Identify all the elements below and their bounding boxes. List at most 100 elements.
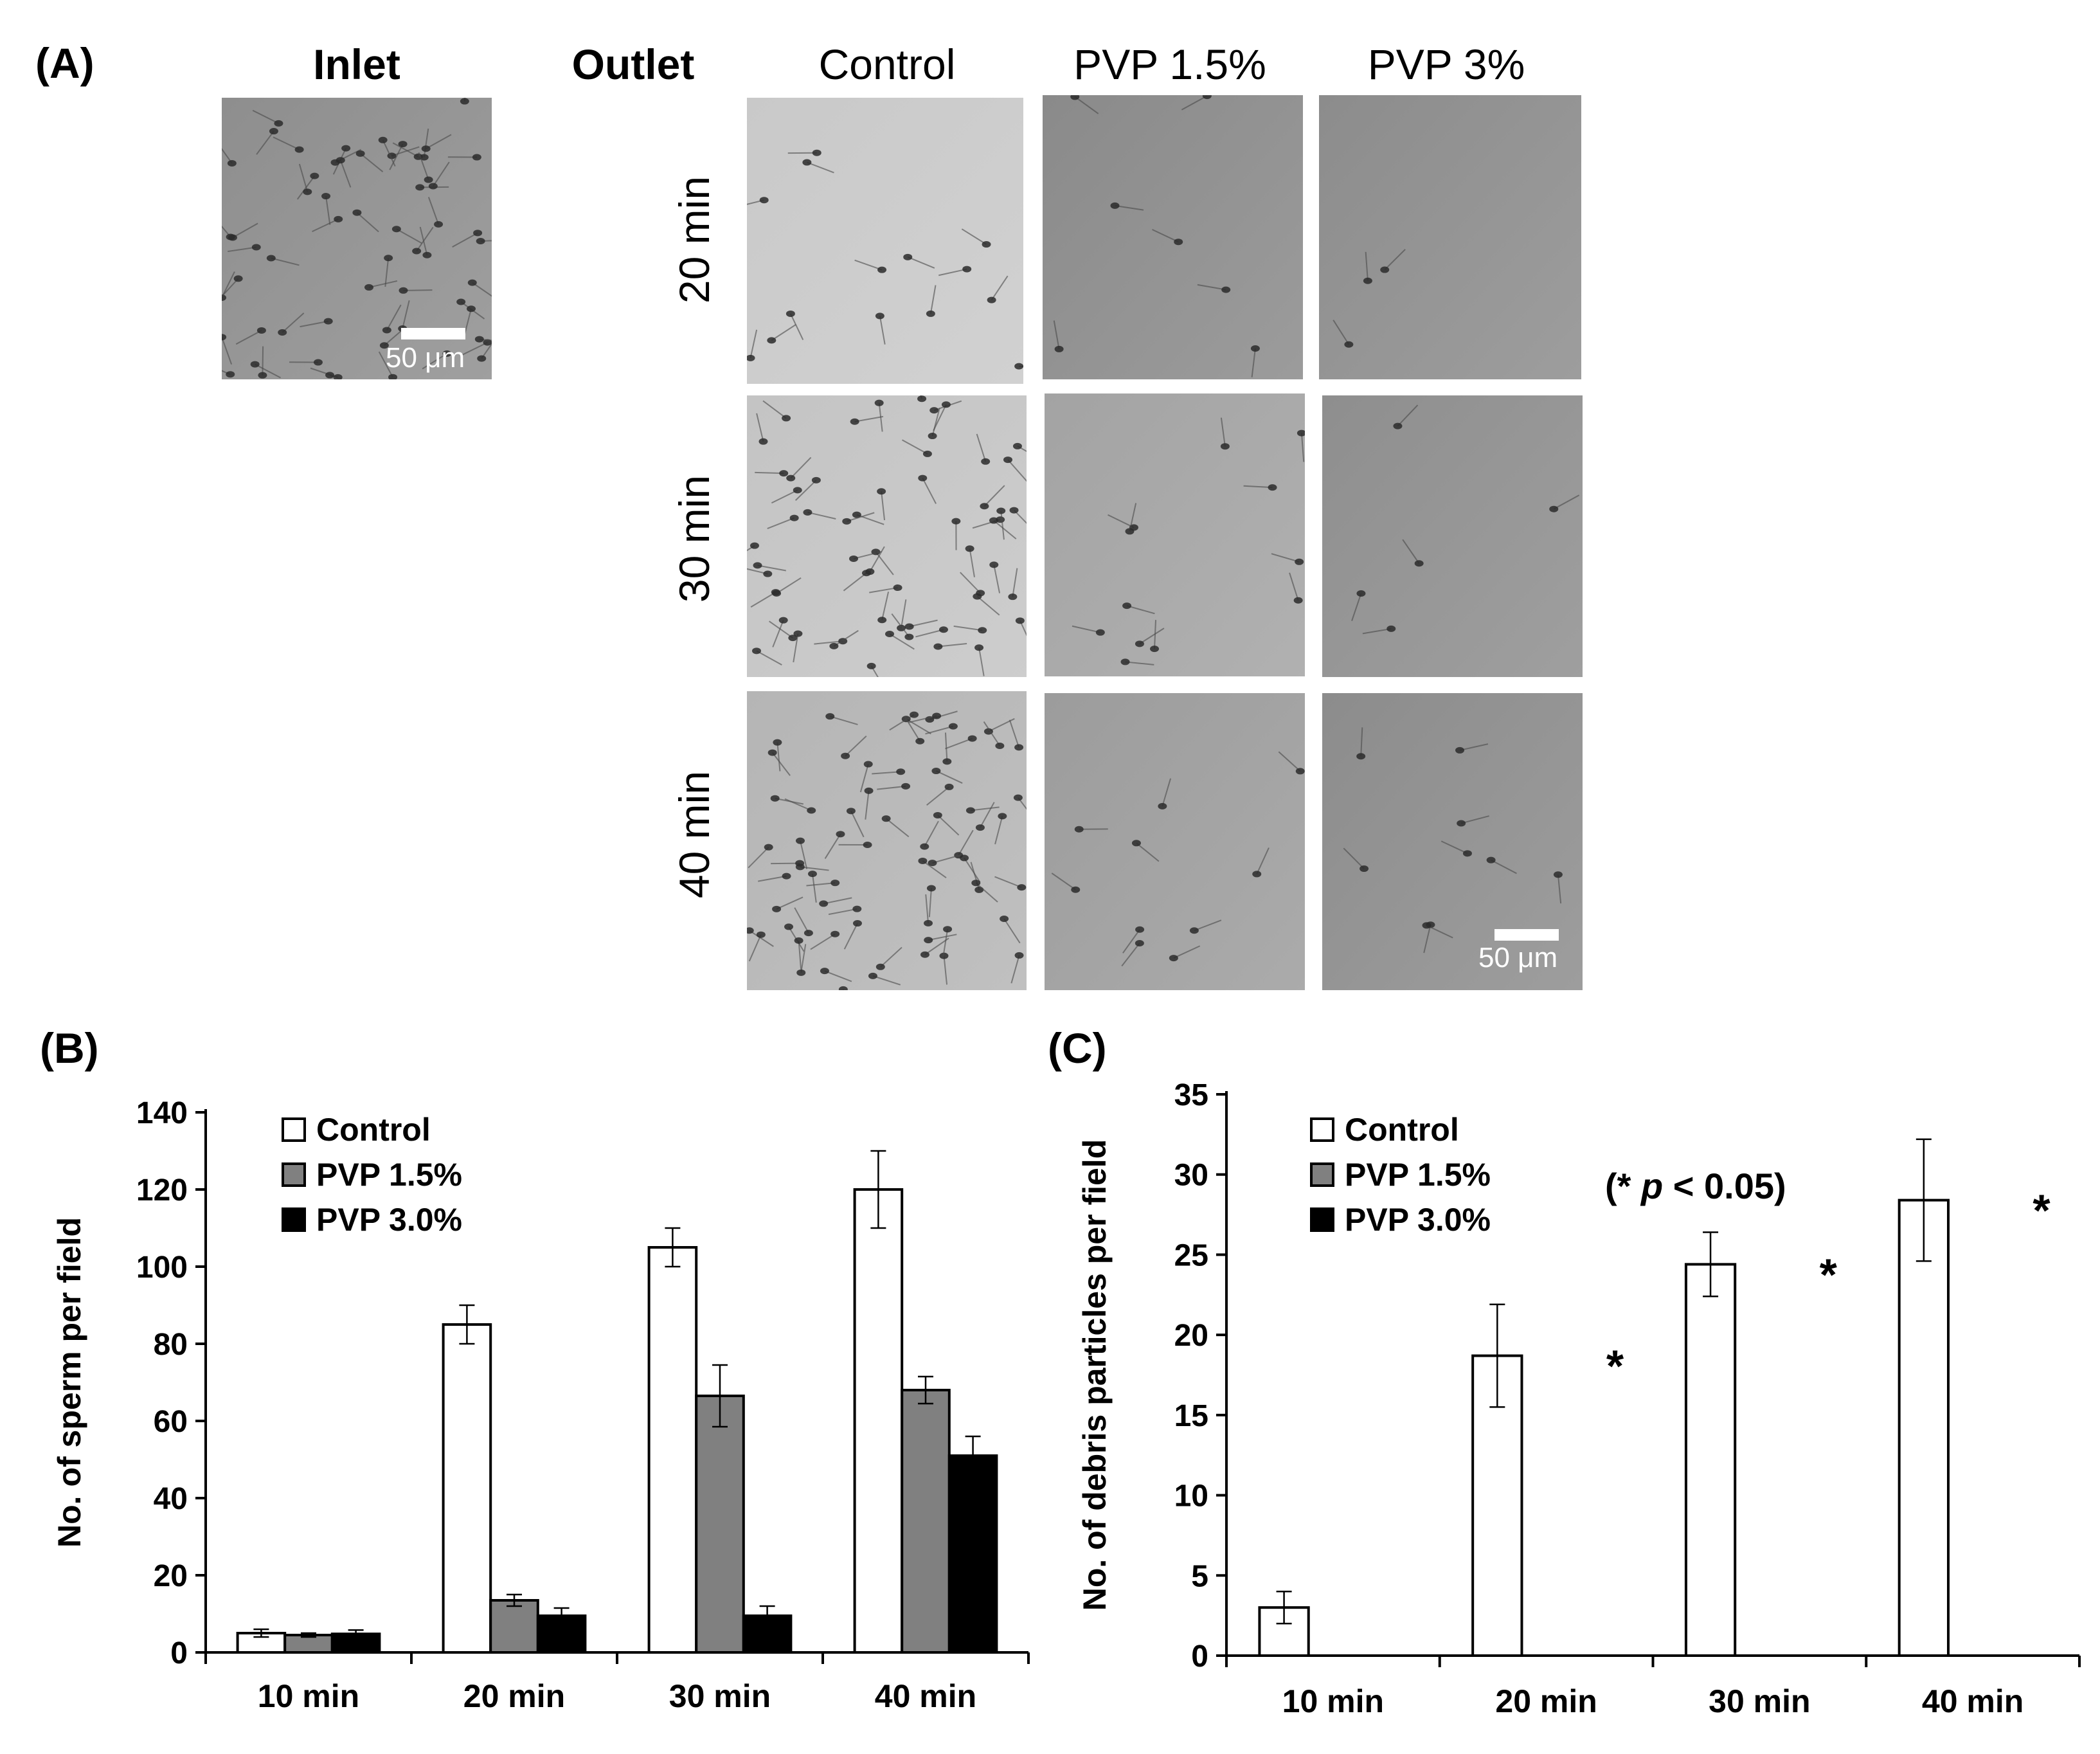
sperm-cell (355, 150, 384, 172)
sperm-cell (976, 433, 991, 465)
panel-b-label: (B) (40, 1024, 99, 1072)
sperm-cell (767, 514, 799, 529)
y-tick-label: 35 (1174, 1078, 1208, 1112)
sperm-cell (1356, 727, 1366, 760)
sperm-cell (222, 275, 243, 298)
sperm-cell (336, 157, 352, 188)
micrograph-background (1322, 395, 1583, 677)
sperm-cell (829, 629, 859, 649)
sperm-cell (747, 568, 773, 577)
sperm-cell (793, 630, 803, 663)
error-bar (665, 1227, 681, 1268)
sperm-cell (768, 620, 798, 642)
sperm-cell (942, 926, 953, 958)
inlet-label: Inlet (313, 41, 400, 88)
sperm-cell (1003, 457, 1027, 482)
sperm-cell (1135, 628, 1165, 647)
sperm-cell (877, 782, 911, 790)
sperm-cell (256, 128, 278, 155)
sperm-cell (868, 972, 901, 986)
sperm-cell (917, 395, 927, 402)
sperm-cell (848, 550, 882, 562)
x-tick-label: 40 min (1922, 1683, 2024, 1719)
sperm-cell (1010, 952, 1024, 984)
sperm-cell (987, 275, 1009, 303)
sperm-cell (1189, 919, 1222, 934)
sperm-cell (852, 511, 884, 525)
legend-item: PVP 1.5% (1310, 1157, 1491, 1193)
sperm-cell (391, 226, 422, 244)
sperm-cell (926, 885, 936, 918)
sperm-cell (771, 487, 802, 504)
legend-swatch (1310, 1117, 1334, 1142)
sperm-cell (1440, 840, 1472, 857)
sperm-cell (824, 831, 845, 859)
sperm-cell (795, 863, 829, 871)
sperm-cell (875, 946, 902, 970)
error-bar (965, 1435, 981, 1476)
legend-item: Control (282, 1112, 431, 1148)
sperm-cell (767, 749, 791, 776)
column-label-pvp-3: PVP 3% (1367, 41, 1525, 88)
y-axis-label: No. of debris particles per field (1077, 1139, 1113, 1611)
sperm-cell (973, 593, 1000, 616)
x-tick-label: 10 min (1282, 1683, 1384, 1719)
micrograph-image (747, 395, 1027, 677)
sperm-cell (1122, 602, 1155, 615)
sperm-cell (1012, 442, 1027, 453)
sperm-cell (795, 837, 808, 869)
sperm-cell (1110, 202, 1144, 211)
micrograph-control-30min (747, 395, 1027, 677)
sperm-cell (756, 413, 768, 445)
sperm-cell (428, 161, 450, 190)
sperm-cell (250, 361, 281, 379)
sperm-cell (865, 546, 885, 575)
micrograph-pvp3-40min (1322, 693, 1583, 990)
y-tick-label: 100 (136, 1251, 188, 1285)
legend-swatch (1310, 1207, 1334, 1232)
sperm-cell (1131, 840, 1160, 862)
x-tick-label: 40 min (875, 1678, 976, 1714)
sperm-cell (902, 439, 932, 457)
sperm-cell (864, 787, 874, 820)
error-bar (1489, 1303, 1505, 1408)
micrograph-image (1043, 95, 1303, 379)
sperm-cell (904, 716, 925, 745)
sperm-cell (300, 318, 333, 328)
sperm-cell (1297, 429, 1305, 462)
micrograph-image (1045, 393, 1305, 676)
sperm-cell (796, 944, 807, 976)
sperm-cell (825, 713, 858, 725)
sperm-cell (974, 644, 985, 676)
sperm-cell (747, 542, 759, 552)
bar (901, 1389, 951, 1654)
sperm-cell (378, 136, 396, 167)
sperm-cell (875, 312, 886, 345)
sperm-cell (918, 475, 937, 504)
sperm-cell (854, 259, 887, 273)
sperm-cell (1457, 815, 1489, 827)
micrograph-background (747, 691, 1027, 990)
sperm-cell (235, 327, 266, 345)
sperm-cell (786, 457, 812, 482)
sperm-cell (1455, 743, 1489, 754)
y-tick-label: 25 (1174, 1238, 1208, 1272)
sperm-cell (1121, 940, 1144, 967)
legend-item: PVP 3.0% (1310, 1202, 1491, 1238)
micrograph-background (1319, 95, 1581, 379)
sperm-cell (747, 927, 774, 947)
micrograph-pvp15-40min (1045, 693, 1305, 990)
sperm-cell (421, 134, 452, 152)
sperm-cell (382, 304, 402, 334)
scale-bar (1494, 929, 1559, 941)
sperm-cell (953, 625, 987, 634)
sperm-cell (1250, 345, 1260, 377)
sperm-cell (904, 619, 938, 630)
sperm-cell (389, 141, 408, 170)
sperm-cell (915, 626, 948, 638)
micrograph-background (1322, 693, 1583, 990)
y-axis-label: No. of sperm per field (51, 1217, 87, 1548)
sperm-cell (1152, 229, 1183, 246)
sperm-cell (422, 350, 452, 370)
error-bar (1916, 1138, 1932, 1262)
